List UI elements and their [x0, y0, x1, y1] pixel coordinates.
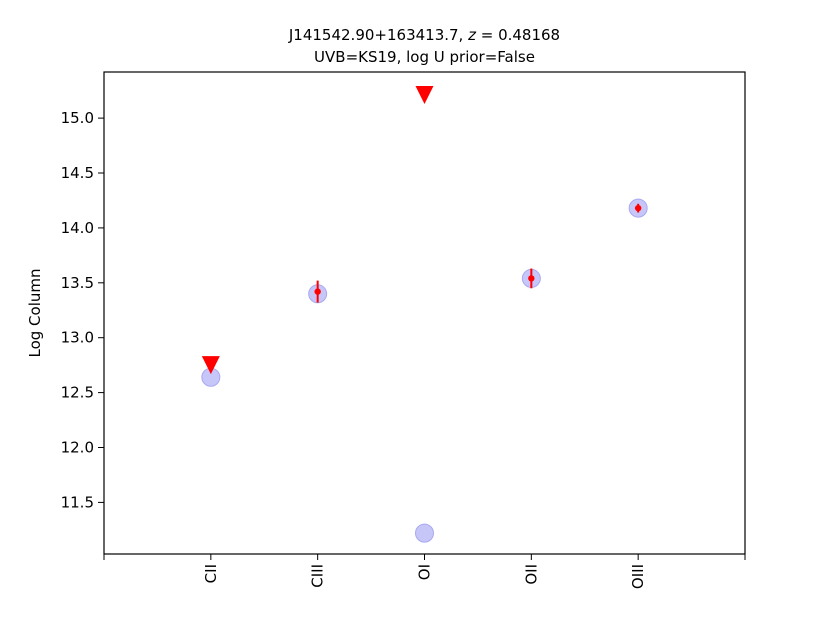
y-tick-label: 14.0	[61, 219, 94, 237]
x-tick-label-oi: OI	[416, 564, 434, 580]
model-point-oi	[415, 523, 434, 543]
observed-point-ciii	[314, 288, 321, 295]
y-axis-label-group: Log Column	[26, 268, 44, 357]
x-tick-label-oiii: OIII	[629, 564, 647, 589]
y-tick-label: 13.5	[61, 274, 94, 292]
y-tick-label: 14.5	[61, 164, 94, 182]
chart-subtitle: UVB=KS19, log U prior=False	[314, 48, 535, 66]
chart-title-text: J141542.90+163413.7, z = 0.48168	[288, 26, 561, 44]
upper-limit-marker-cii	[201, 356, 220, 375]
y-tick-label: 11.5	[61, 493, 94, 511]
y-tick-label: 12.0	[61, 438, 94, 456]
upper-limit-marker-oi	[415, 86, 434, 105]
plot-marks	[201, 86, 648, 543]
x-tick-label-cii: CII	[202, 564, 220, 583]
axes: 11.5 12.0 12.5 13.0 13.5 14.0 14.5 15.0 CII CIII O…	[61, 71, 746, 589]
observed-point-oii	[528, 275, 535, 282]
y-tick-label: 12.5	[61, 384, 94, 402]
observed-point-oiii	[634, 204, 642, 212]
y-tick-label: 15.0	[61, 109, 94, 127]
y-tick-label: 13.0	[61, 329, 94, 347]
chart-title-line-1: J141542.90+163413.7, z = 0.48168	[104, 26, 745, 44]
y-axis-label: Log Column	[26, 268, 44, 357]
x-tick-label-ciii: CIII	[309, 564, 327, 588]
x-tick-label-oii: OII	[522, 564, 540, 585]
plot-frame	[103, 71, 746, 555]
